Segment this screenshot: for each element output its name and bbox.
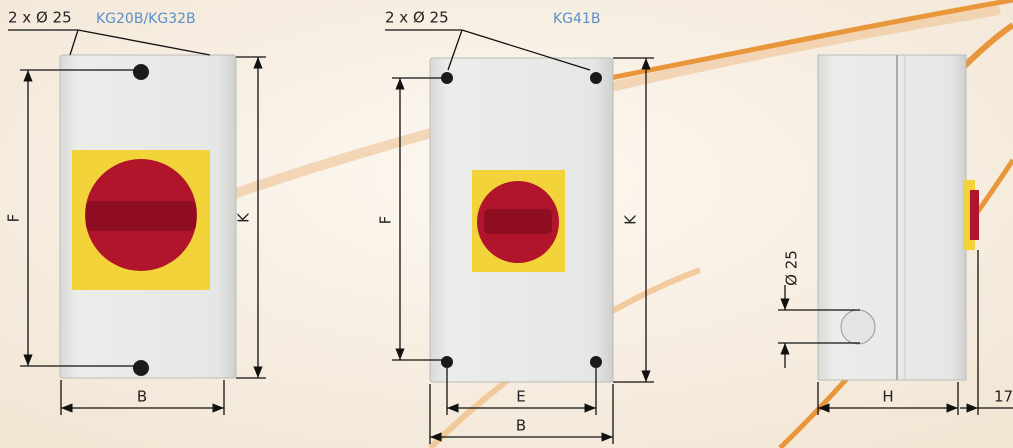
dim-label: B xyxy=(516,417,526,435)
dim-label: B xyxy=(137,388,147,406)
drawing: 2 x Ø 25 KG20B/KG32B F K B 2 x Ø 25 KG41… xyxy=(0,0,1013,448)
dim-label: H xyxy=(882,388,893,406)
dim-label: K xyxy=(622,214,640,225)
holes-label: 2 x Ø 25 xyxy=(385,9,449,27)
model-label: KG41B xyxy=(553,11,600,27)
dim-label: E xyxy=(516,388,525,406)
enclosure-small xyxy=(60,55,236,378)
holes-label: 2 x Ø 25 xyxy=(8,9,72,27)
enclosure-side xyxy=(818,55,979,380)
dim-label: Ø 25 xyxy=(783,250,801,286)
dim-label: F xyxy=(5,214,23,223)
dim-label: K xyxy=(235,212,253,223)
dim-label: F xyxy=(377,216,395,225)
dim-label: 17 xyxy=(994,388,1013,406)
enclosure-large xyxy=(430,58,613,382)
model-label: KG20B/KG32B xyxy=(96,11,196,27)
